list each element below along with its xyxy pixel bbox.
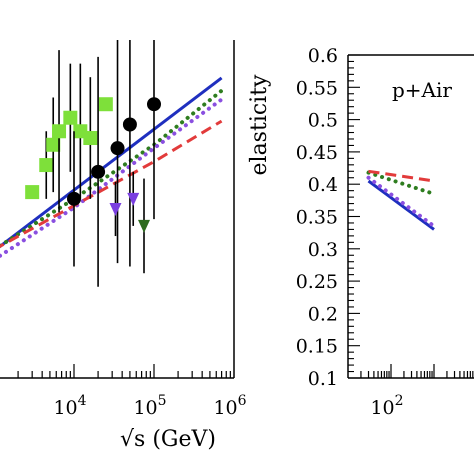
- right-y-tick-label: 0.55: [296, 77, 338, 99]
- data-point-triangle: [127, 192, 140, 206]
- series-line-0: [0, 76, 223, 249]
- data-point-square: [39, 158, 54, 173]
- right-y-tick-label: 0.15: [296, 336, 338, 358]
- data-point-circle: [110, 141, 125, 156]
- right-y-tick-label: 0.35: [296, 207, 338, 229]
- right-y-tick-label: 0.1: [308, 368, 338, 390]
- data-point-square: [25, 185, 40, 200]
- data-point-square: [83, 131, 98, 146]
- data-point-square: [63, 110, 78, 125]
- data-point-square: [98, 97, 113, 112]
- left-chart-panel: 104 105 106 √s (GeV): [0, 40, 247, 452]
- left-plot-area: [0, 40, 224, 287]
- data-point-triangle: [138, 219, 151, 233]
- left-x-axis-title: √s (GeV): [120, 427, 216, 452]
- data-point-square: [52, 124, 67, 139]
- data-point-circle: [67, 191, 81, 206]
- right-y-tick-label: 0.6: [308, 45, 338, 67]
- data-point-square: [46, 137, 61, 152]
- left-x-tick-label: 104: [53, 393, 86, 419]
- series-line-3: [0, 119, 223, 249]
- right-plot-area: [366, 169, 436, 231]
- right-y-axis-title: elasticity: [247, 74, 272, 176]
- series-line-1: [366, 175, 436, 229]
- right-y-tick-label: 0.3: [308, 239, 338, 261]
- right-annotation: p+Air: [392, 78, 452, 102]
- data-point-triangle: [109, 203, 122, 216]
- data-point-circle: [147, 97, 161, 112]
- right-x-tick-label: 102: [370, 393, 403, 419]
- right-chart-panel: 0.1 0.15 0.2 0.25 0.3 0.35 0.4 0.45 0.5 0.55 0.6 el…: [247, 45, 474, 419]
- series-line-2: [366, 170, 436, 196]
- right-y-tick-label: 0.25: [296, 271, 338, 293]
- right-y-tick-label: 0.5: [308, 110, 338, 132]
- right-y-tick-label: 0.2: [308, 303, 338, 325]
- series-line-1: [0, 88, 224, 249]
- series-line-2: [0, 97, 224, 259]
- data-point-circle: [122, 117, 137, 132]
- series-line-3: [368, 169, 435, 183]
- right-y-tick-label: 0.45: [296, 142, 338, 164]
- series-line-0: [367, 179, 435, 231]
- right-y-tick-label: 0.4: [308, 174, 338, 196]
- left-x-tick-label: 105: [133, 393, 166, 419]
- data-point-circle: [91, 164, 106, 179]
- left-x-tick-label: 106: [213, 393, 246, 419]
